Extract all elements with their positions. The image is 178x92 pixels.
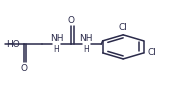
Text: H: H (54, 45, 59, 54)
Text: Cl: Cl (147, 48, 156, 57)
Text: NH: NH (50, 34, 63, 43)
Text: O: O (68, 16, 75, 25)
Text: NH: NH (80, 34, 93, 43)
Text: O: O (21, 64, 28, 73)
Text: H: H (83, 45, 89, 54)
Text: Cl: Cl (119, 23, 128, 32)
Text: HO: HO (6, 40, 20, 49)
